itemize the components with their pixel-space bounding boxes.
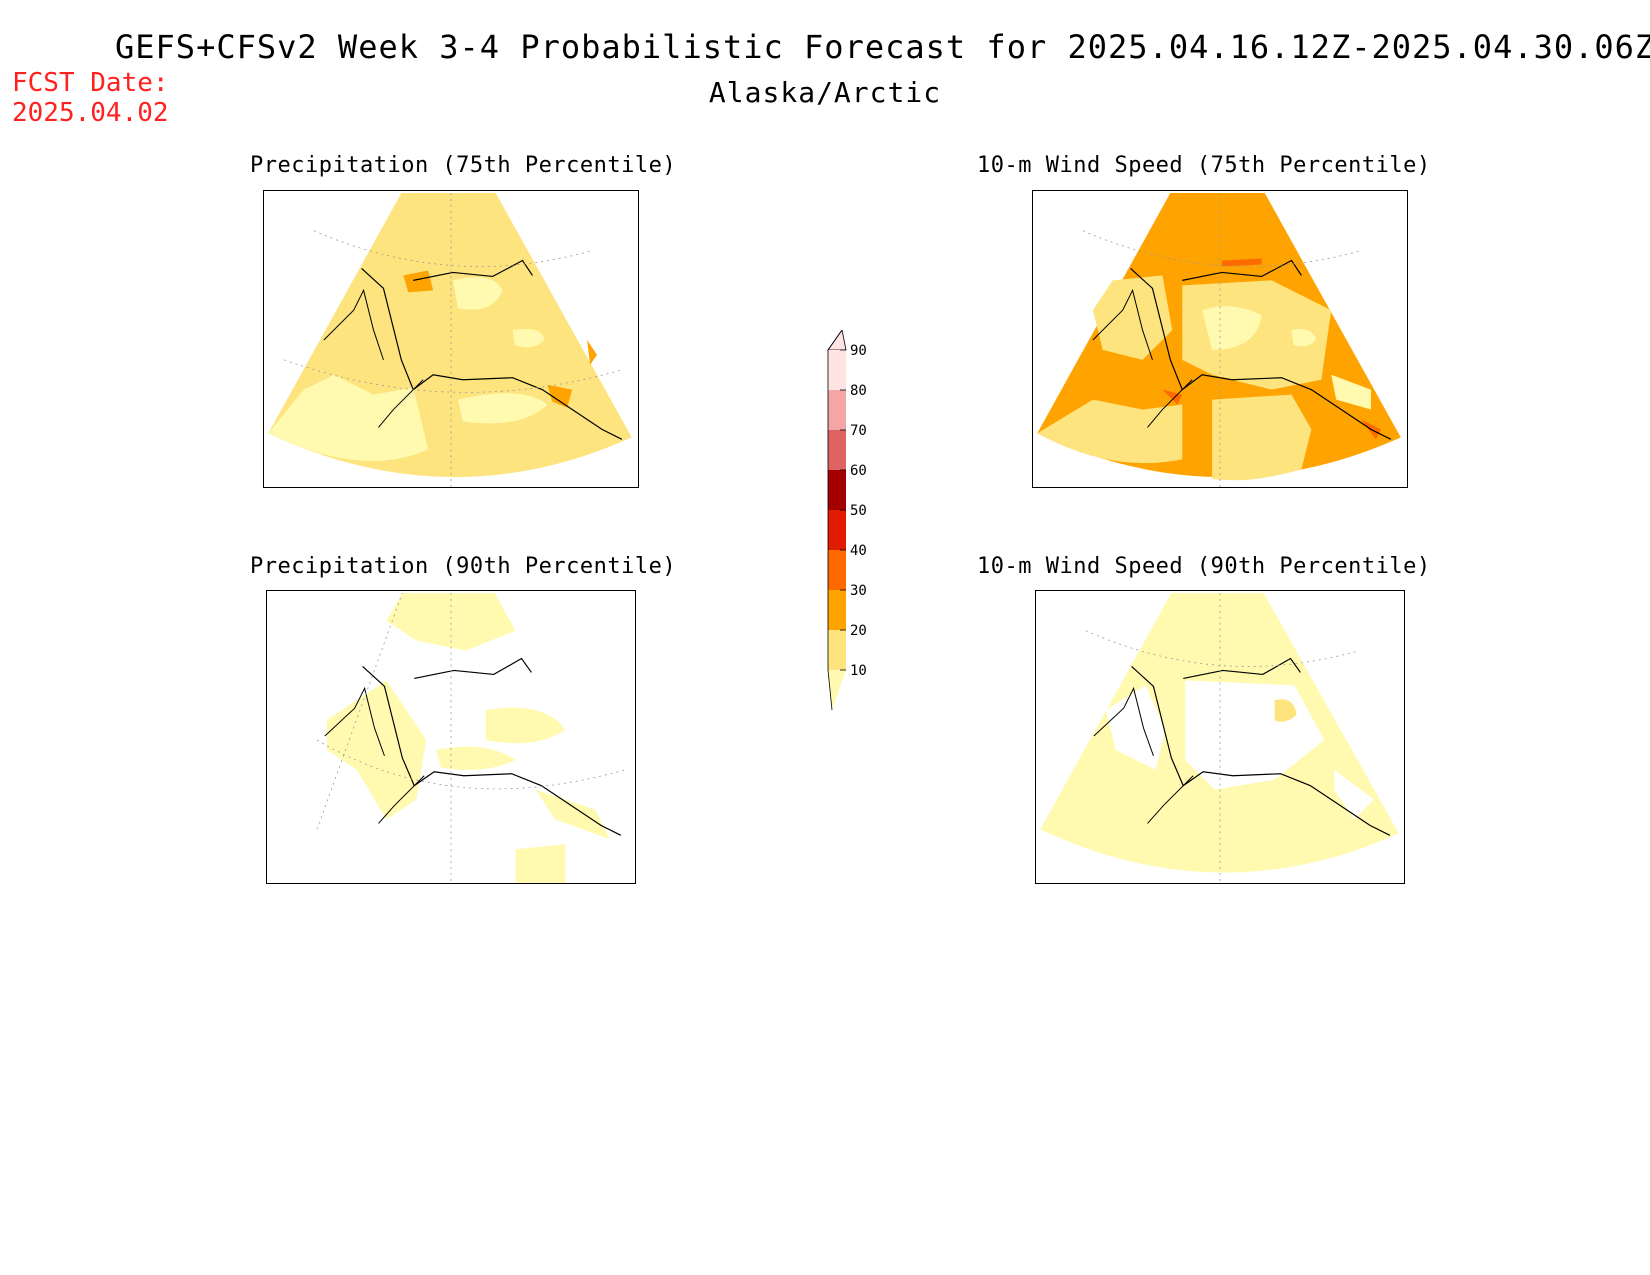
coastline (1147, 775, 1194, 824)
graticule-line (316, 592, 403, 830)
panel-title-precip90: Precipitation (90th Percentile) (250, 554, 677, 579)
coastline (323, 288, 384, 361)
top-category-patch (1162, 389, 1183, 405)
fcst-date-block: FCST Date: 2025.04.02 (12, 68, 169, 128)
coastline (1147, 379, 1193, 428)
low-category-patch (485, 707, 566, 744)
graticule-line (1085, 630, 1360, 667)
low-category-patch (268, 374, 429, 462)
coastline (361, 268, 623, 440)
low-category-patch (1331, 374, 1371, 410)
coastline (413, 259, 533, 281)
panel-title-wind75: 10-m Wind Speed (75th Percentile) (977, 153, 1431, 178)
top-category-patch (1221, 258, 1262, 267)
mid-category-patch (1037, 399, 1183, 464)
map-svg-precip90 (271, 592, 630, 883)
colorbar-label: 60 (850, 463, 867, 479)
region-subtitle: Alaska/Arctic (708, 76, 942, 109)
map-precip90 (266, 590, 636, 884)
fcst-date-value: 2025.04.02 (12, 98, 169, 128)
colorbar-box (828, 470, 846, 510)
low-category-patch (326, 680, 427, 820)
mid-category-patch (1274, 699, 1297, 722)
colorbar-label: 90 (850, 343, 867, 359)
low-category-patch (512, 328, 545, 348)
colorbar-label: 50 (850, 503, 867, 519)
colorbar-outline (827, 330, 843, 711)
colorbar-box (828, 430, 846, 470)
fcst-date-label: FCST Date: (12, 68, 169, 98)
mid-category-patch (1092, 275, 1173, 360)
colorbar-box (828, 390, 846, 430)
colorbar-label: 30 (850, 583, 867, 599)
colorbar-box (828, 350, 846, 390)
colorbar-label: 40 (850, 543, 867, 559)
coastline (1130, 268, 1392, 440)
high-category-patch (587, 339, 598, 365)
low-category-patch (452, 277, 503, 310)
map-wind75 (1032, 190, 1408, 488)
colorbar-label: 70 (850, 423, 867, 439)
colorbar-label: 10 (850, 663, 867, 679)
map-svg-wind90 (1040, 592, 1399, 883)
low-category-patch (515, 844, 566, 883)
coastline (1182, 259, 1302, 281)
colorbar-bottom-arrow (828, 670, 846, 710)
panel-title-precip75: Precipitation (75th Percentile) (250, 153, 677, 178)
mid-category-patch (1212, 394, 1312, 481)
forecast-sector-precip90 (271, 592, 630, 873)
panel-title-wind90: 10-m Wind Speed (90th Percentile) (977, 554, 1431, 579)
colorbar-box (828, 550, 846, 590)
coastline (324, 686, 385, 757)
colorbar-legend: 10 20 30 40 50 60 70 80 90 (827, 330, 867, 711)
low-category-patch (1291, 328, 1317, 347)
coastline (378, 775, 425, 824)
high-category-patch (547, 384, 573, 408)
colorbar-label: 20 (850, 623, 867, 639)
coastline (1092, 288, 1153, 361)
high-category-patch (403, 270, 434, 293)
low-category-patch (535, 789, 610, 840)
main-title: GEFS+CFSv2 Week 3-4 Probabilistic Foreca… (115, 28, 1650, 66)
colorbar-label: 80 (850, 383, 867, 399)
zero-category-patch (1334, 769, 1374, 820)
map-precip75 (263, 190, 639, 488)
coastline (1183, 657, 1301, 679)
coastline (1131, 666, 1391, 836)
colorbar-box (828, 630, 846, 670)
map-svg-wind75 (1037, 192, 1401, 487)
low-category-patch (436, 746, 516, 771)
map-wind90 (1035, 590, 1405, 884)
low-category-patch (386, 592, 516, 651)
colorbar-box (828, 510, 846, 550)
low-category-patch (1202, 306, 1262, 350)
colorbar-box (828, 590, 846, 630)
map-svg-precip75 (268, 192, 632, 487)
colorbar-top-arrow (827, 330, 847, 351)
coastline (414, 657, 532, 679)
coastline (1093, 686, 1154, 757)
coastline (362, 666, 622, 836)
low-category-patch (457, 393, 548, 424)
